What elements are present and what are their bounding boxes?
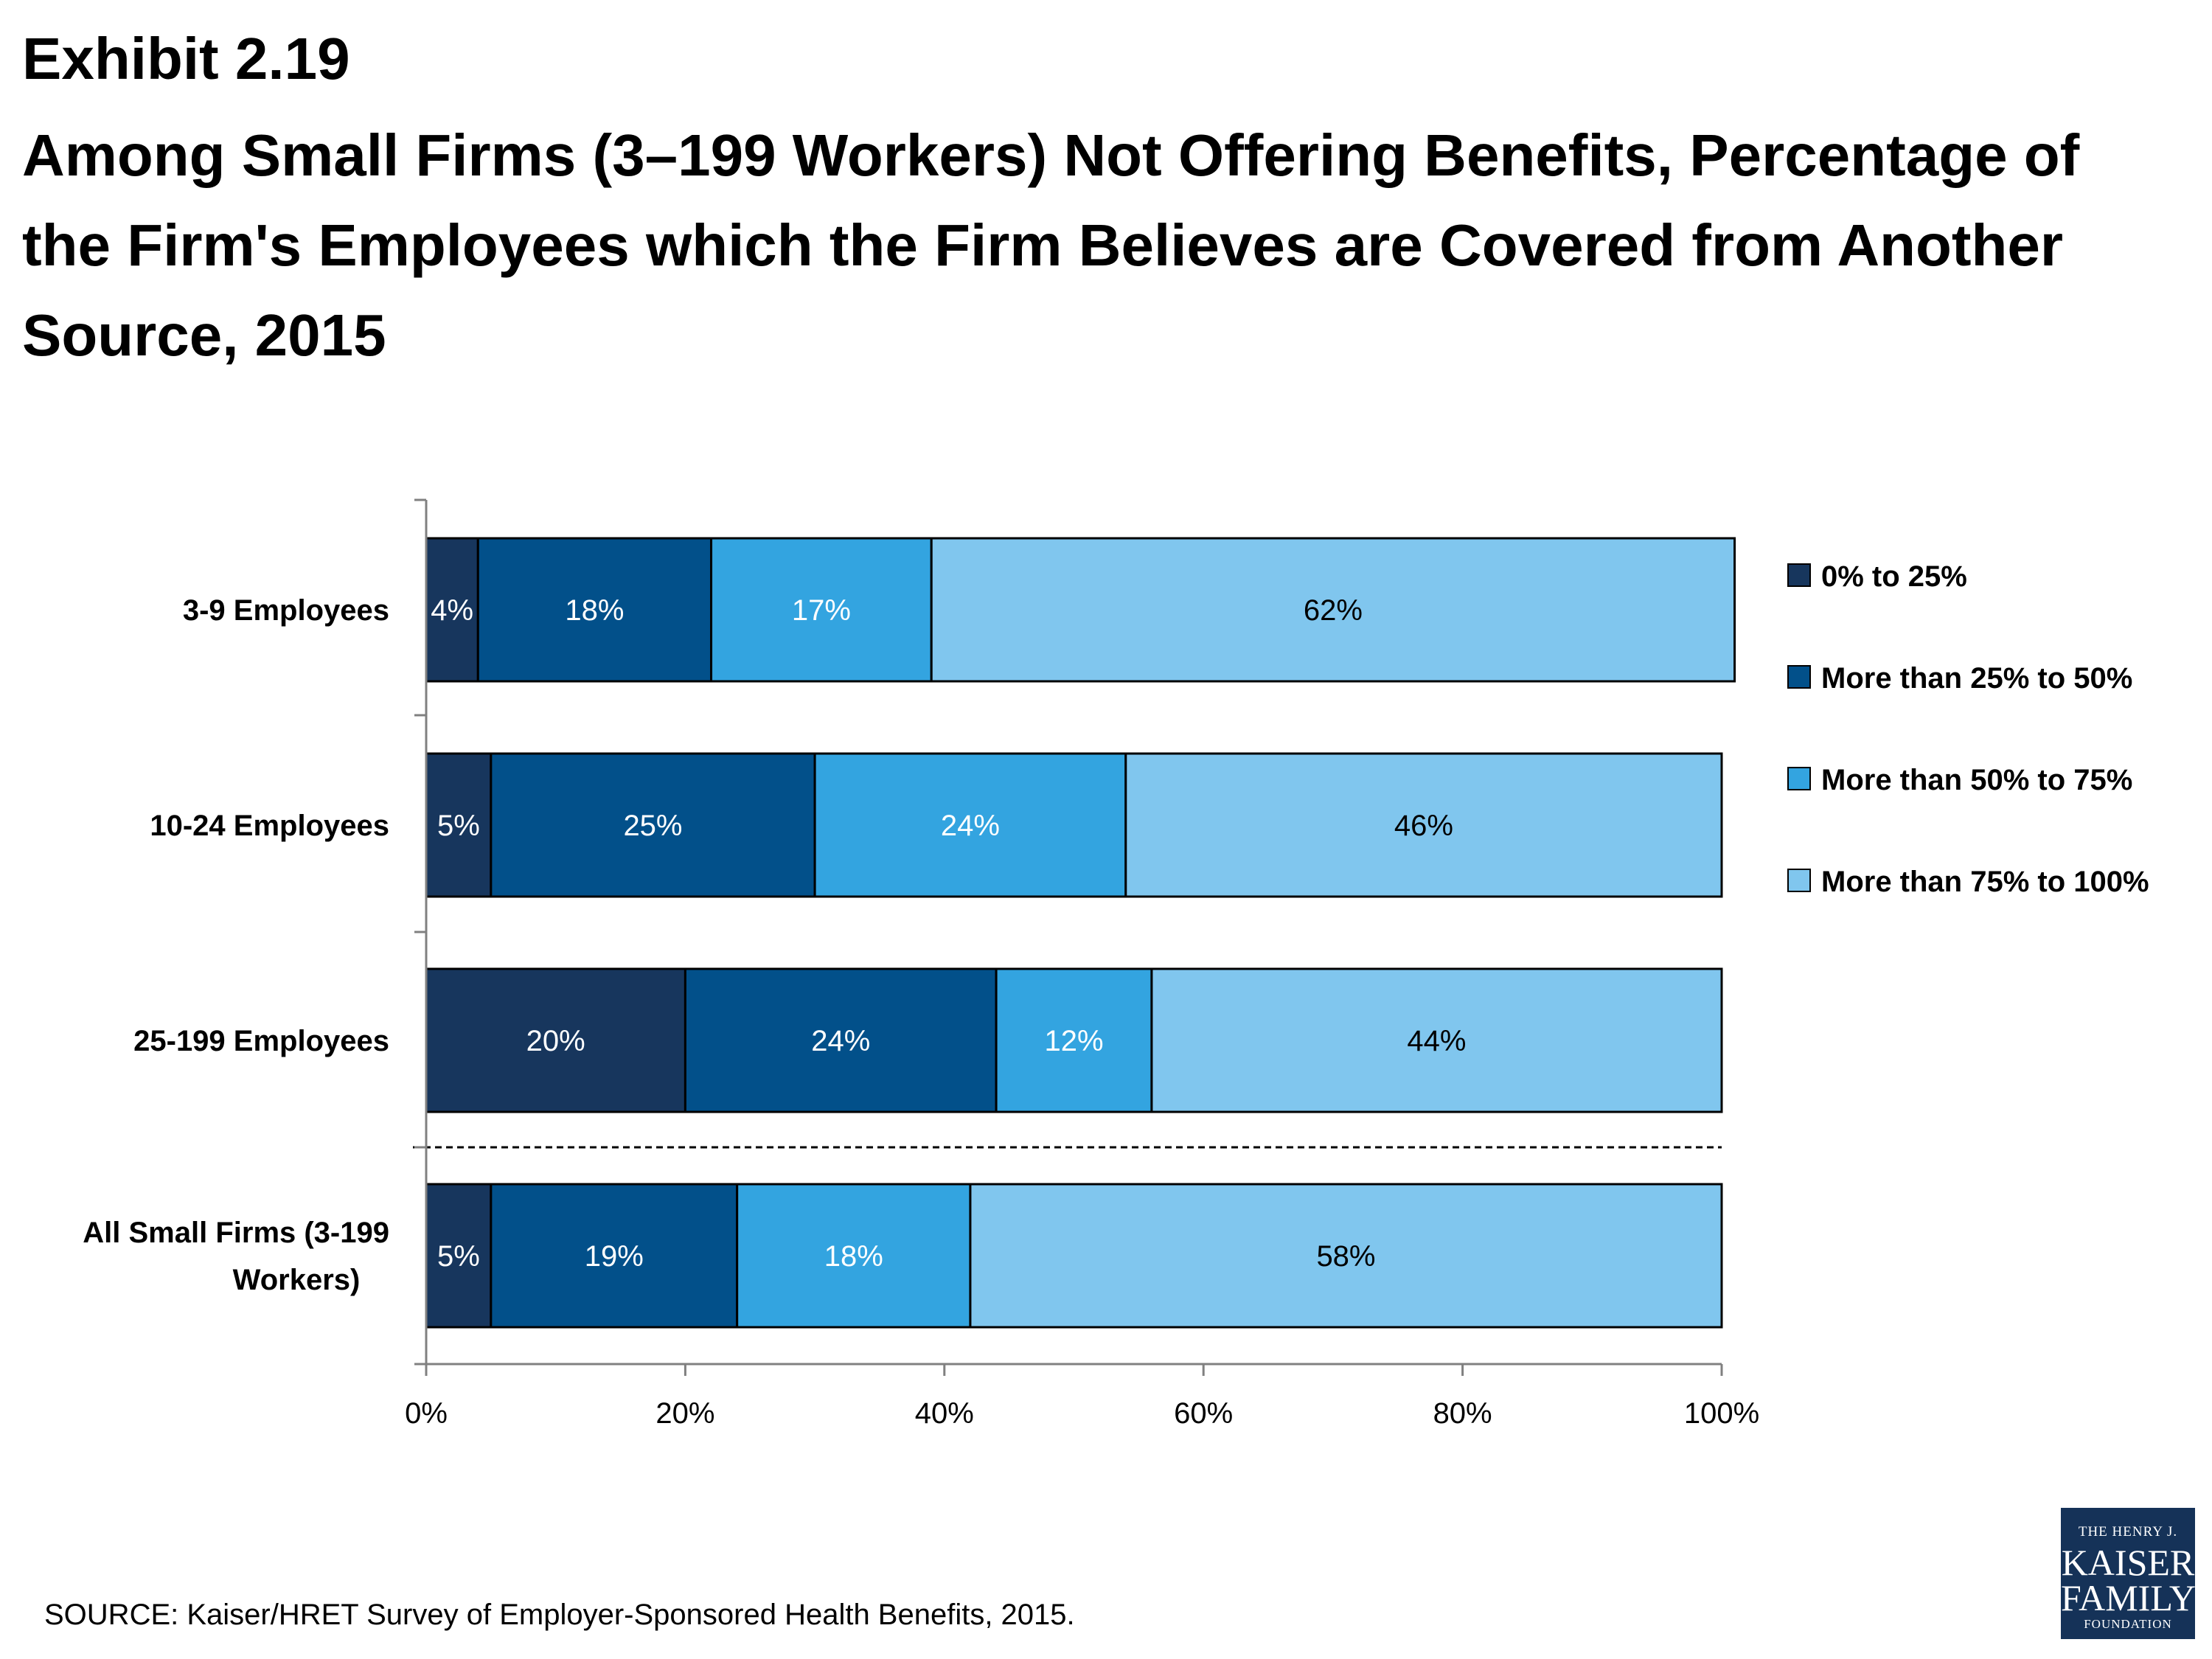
category-label-line-2: Workers) — [233, 1264, 361, 1296]
bar-segment — [930, 537, 1736, 683]
axes-group: 0% 20% 40% 60% 80% 100% — [405, 498, 1759, 1430]
legend-label: More than 50% to 75% — [1821, 764, 2132, 796]
legend-swatch — [1787, 563, 1811, 587]
data-label: 24% — [811, 1025, 870, 1057]
data-label: 18% — [824, 1240, 883, 1273]
bar-segment — [425, 537, 479, 683]
bar-segment — [425, 967, 686, 1113]
data-label: 5% — [437, 1240, 480, 1273]
data-label: 17% — [792, 594, 851, 627]
logo-line-1: THE HENRY J. — [2078, 1524, 2178, 1540]
bar-segment — [425, 1183, 493, 1329]
legend-swatch — [1787, 767, 1811, 790]
chart-title: Among Small Firms (3–199 Workers) Not Of… — [22, 122, 2080, 368]
category-label: All Small Firms (3-199 — [83, 1217, 389, 1249]
legend-swatch — [1787, 869, 1811, 892]
data-label: 12% — [1044, 1025, 1103, 1057]
x-tick-label: 80% — [1433, 1397, 1492, 1430]
bar-segment — [1150, 967, 1723, 1113]
data-label: 46% — [1394, 810, 1453, 842]
legend-swatch — [1787, 665, 1811, 689]
legend: 0% to 25% More than 25% to 50% More than 5… — [1787, 560, 2149, 898]
bar-segment — [490, 752, 816, 898]
bar-segment — [736, 1183, 972, 1329]
legend-label: More than 25% to 50% — [1821, 662, 2132, 695]
x-tick-label: 40% — [915, 1397, 974, 1430]
data-label: 24% — [941, 810, 1000, 842]
bar-segment — [995, 967, 1153, 1113]
data-label: 20% — [526, 1025, 585, 1057]
x-tick-label: 60% — [1174, 1397, 1233, 1430]
data-label: 4% — [431, 594, 473, 627]
data-label: 62% — [1304, 594, 1363, 627]
bar-segment — [684, 967, 998, 1113]
legend-label: 0% to 25% — [1821, 560, 1967, 593]
stacked-bar-chart: 4% 18% 17% 62% 5% 25% 24% 46% 20% 24% 12% 44% 5% 19% 1… — [83, 498, 2149, 1430]
bar-segment — [425, 752, 493, 898]
data-label: 19% — [585, 1240, 644, 1273]
bar-segment — [813, 752, 1127, 898]
exhibit-number: Exhibit 2.19 — [22, 26, 350, 91]
source-note: SOURCE: Kaiser/HRET Survey of Employer-S… — [44, 1599, 1075, 1631]
bar-segment — [710, 537, 933, 683]
logo-line-2: KAISER — [2061, 1542, 2195, 1583]
data-label: 44% — [1407, 1025, 1466, 1057]
data-label: 25% — [623, 810, 682, 842]
logo-line-3: FAMILY — [2061, 1577, 2196, 1618]
logo-line-4: FOUNDATION — [2084, 1617, 2172, 1631]
data-label: 58% — [1316, 1240, 1375, 1273]
legend-label: More than 75% to 100% — [1821, 866, 2149, 898]
category-labels: 3-9 Employees 10-24 Employees 25-199 Emplo… — [83, 594, 389, 1296]
data-label: 5% — [437, 810, 480, 842]
category-label: 3-9 Employees — [183, 594, 389, 627]
category-label: 10-24 Employees — [150, 810, 389, 842]
x-tick-label: 20% — [655, 1397, 714, 1430]
bars-group: 4% 18% 17% 62% 5% 25% 24% 46% 20% 24% 12% 44% 5% 19% 1… — [425, 537, 1736, 1329]
data-label: 18% — [565, 594, 624, 627]
bar-segment — [490, 1183, 739, 1329]
category-label: 25-199 Employees — [133, 1025, 389, 1057]
x-tick-label: 0% — [405, 1397, 448, 1430]
bar-segment — [476, 537, 713, 683]
kaiser-family-foundation-logo: THE HENRY J. KAISER FAMILY FOUNDATION — [2061, 1508, 2196, 1639]
x-tick-label: 100% — [1684, 1397, 1759, 1430]
bar-segment — [1124, 752, 1723, 898]
bar-segment — [969, 1183, 1723, 1329]
